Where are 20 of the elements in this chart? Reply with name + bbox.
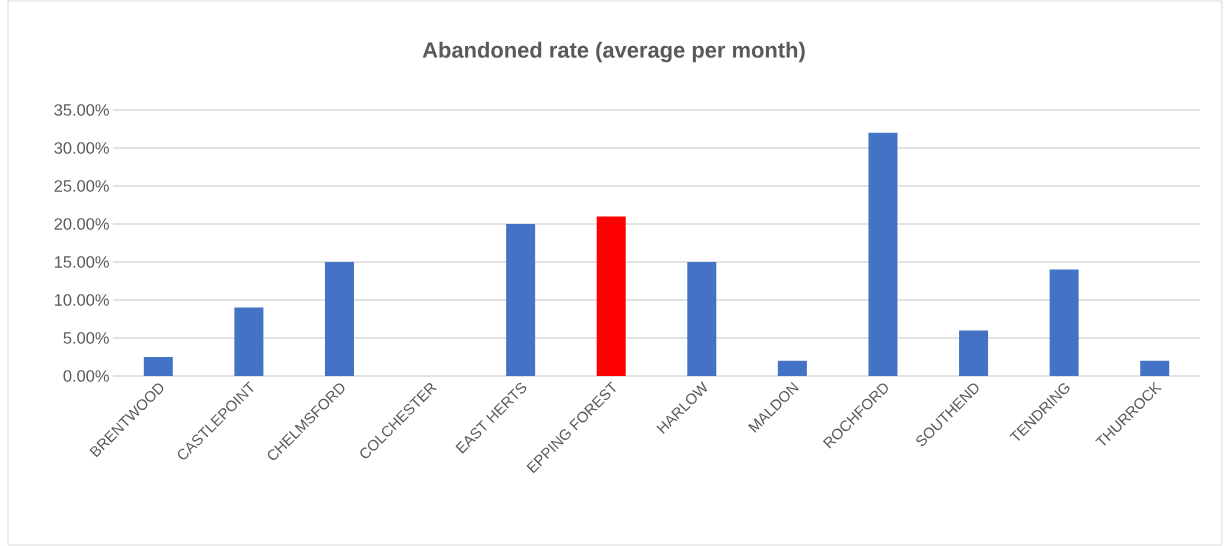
- y-tick-label: 30.00%: [54, 142, 109, 154]
- bar: [1140, 360, 1170, 376]
- bar: [234, 307, 264, 376]
- bar: [959, 330, 989, 376]
- y-tick-label: 25.00%: [54, 180, 109, 192]
- bar: [596, 216, 626, 376]
- bar: [324, 261, 354, 376]
- y-tick-label: 35.00%: [54, 104, 109, 116]
- y-tick-label: 20.00%: [54, 218, 109, 230]
- y-tick-label: 15.00%: [54, 256, 109, 268]
- bar: [143, 356, 173, 376]
- bar: [1049, 269, 1079, 376]
- bar: [868, 132, 898, 376]
- chart-title: Abandoned rate (average per month): [422, 41, 805, 63]
- bar: [506, 223, 536, 376]
- bar: [687, 261, 717, 376]
- y-tick-label: 5.00%: [63, 332, 109, 344]
- y-tick-label: 0.00%: [63, 370, 109, 382]
- y-tick-label: 10.00%: [54, 294, 109, 306]
- bar: [777, 360, 807, 376]
